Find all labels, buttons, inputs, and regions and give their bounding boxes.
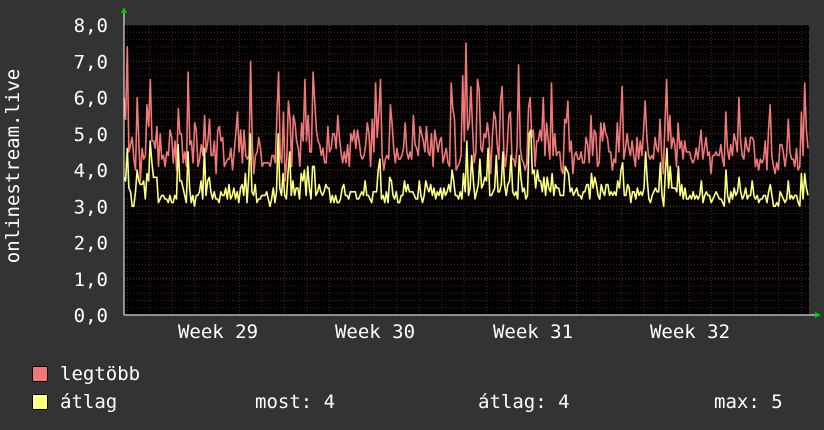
stat-current: most: 4 [255,391,336,413]
legend-label-average: átlag [60,391,118,413]
y-axis-label: onlinestream.live [2,69,24,263]
y-tick-label: 4,0 [74,160,108,182]
y-tick-label: 5,0 [74,124,108,146]
series-lines [123,42,809,208]
series-line-max [123,42,809,182]
legend-swatch-average [32,394,48,410]
y-tick-label: 0,0 [74,305,108,327]
y-tick-label: 7,0 [74,51,108,73]
axes [121,7,821,318]
y-tick-label: 6,0 [74,88,108,110]
y-axis-arrow [121,7,127,13]
grid [124,24,809,315]
stat-max: max: 5 [714,391,783,413]
x-tick-label: Week 29 [178,321,258,343]
x-axis-arrow [815,312,821,318]
y-tick-label: 2,0 [74,233,108,255]
x-tick-label: Week 32 [650,321,730,343]
tick-labels: 0,0 1,0 2,0 3,0 4,0 5,0 6,0 7,0 8,0 Week 29 Week 3… [74,15,730,343]
y-tick-label: 8,0 [74,15,108,37]
chart: 0,0 1,0 2,0 3,0 4,0 5,0 6,0 7,0 8,0 Week 29 Week 3… [2,7,821,343]
stat-average: átlag: 4 [478,391,570,413]
x-tick-label: Week 30 [335,321,415,343]
legend-label-max: legtöbb [60,363,141,385]
x-tick-label: Week 31 [493,321,573,343]
y-tick-label: 1,0 [74,269,108,291]
y-tick-label: 3,0 [74,196,108,218]
series-line-average [123,129,809,208]
legend-swatch-max [32,366,48,382]
